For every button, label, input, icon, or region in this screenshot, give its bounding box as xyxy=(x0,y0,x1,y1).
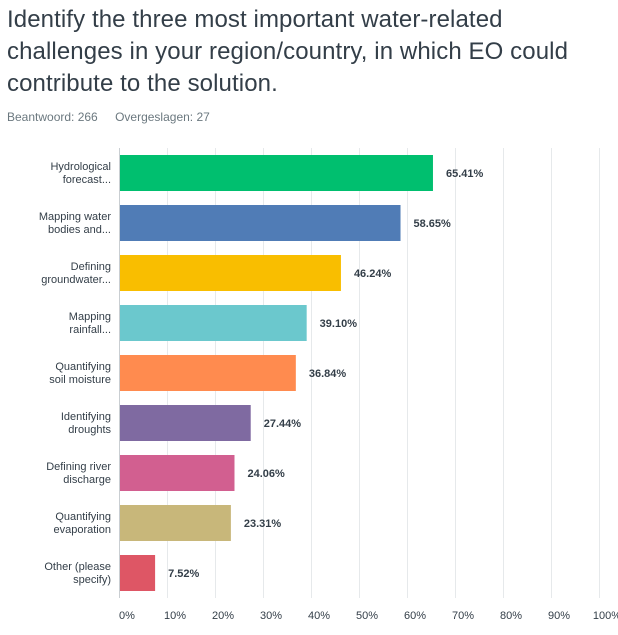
bar xyxy=(120,305,307,341)
question-title: Identify the three most important water-… xyxy=(7,6,569,97)
value-label: 65.41% xyxy=(446,168,484,180)
category-label: Quantifying soil moisture xyxy=(49,361,111,386)
category-label: Quantifying evaporation xyxy=(54,511,112,536)
bar xyxy=(120,155,433,191)
category-label: Other (please specify) xyxy=(44,561,111,586)
category-label: Defining river discharge xyxy=(46,461,111,486)
x-tick-label: 50% xyxy=(356,610,378,622)
bar xyxy=(120,255,341,291)
category-label: Mapping water bodies and... xyxy=(39,211,111,236)
bar xyxy=(120,455,235,491)
x-tick-label: 70% xyxy=(452,610,474,622)
value-label: 23.31% xyxy=(244,518,282,530)
bar xyxy=(120,505,231,541)
value-label: 58.65% xyxy=(414,218,452,230)
category-label: Identifying droughts xyxy=(61,411,112,436)
value-label: 46.24% xyxy=(354,268,392,280)
bar xyxy=(120,405,251,441)
response-stats: Beantwoord: 266 Overgeslagen: 27 xyxy=(7,110,224,124)
value-label: 36.84% xyxy=(309,368,347,380)
answered-count: Beantwoord: 266 xyxy=(7,110,98,124)
bar xyxy=(120,555,156,591)
value-label: 27.44% xyxy=(264,418,302,430)
x-tick-label: 90% xyxy=(548,610,570,622)
x-tick-label: 10% xyxy=(164,610,186,622)
category-label: Hydrological forecast... xyxy=(50,161,111,186)
bar xyxy=(120,205,401,241)
category-label: Defining groundwater... xyxy=(41,261,111,286)
value-label: 39.10% xyxy=(320,318,358,330)
value-label: 24.06% xyxy=(247,468,285,480)
value-label: 7.52% xyxy=(168,568,199,580)
x-tick-label: 20% xyxy=(212,610,234,622)
category-label: Mapping rainfall... xyxy=(69,311,111,336)
x-tick-label: 40% xyxy=(308,610,330,622)
bar xyxy=(120,355,296,391)
x-tick-label: 80% xyxy=(500,610,522,622)
x-tick-label: 100% xyxy=(593,610,618,622)
skipped-count: Overgeslagen: 27 xyxy=(115,110,210,124)
x-tick-label: 30% xyxy=(260,610,282,622)
x-tick-label: 60% xyxy=(404,610,426,622)
x-tick-label: 0% xyxy=(119,610,135,622)
